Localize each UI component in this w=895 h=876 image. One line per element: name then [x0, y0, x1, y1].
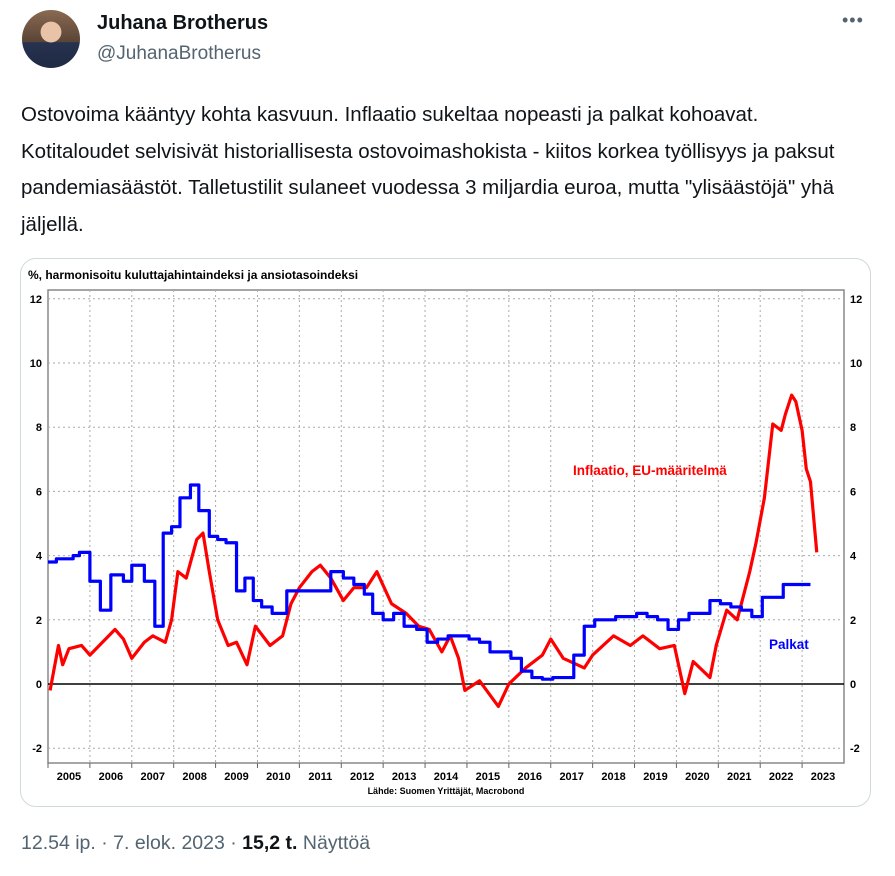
y-tick-label-left: 2	[36, 615, 42, 627]
separator: ·	[95, 832, 114, 854]
x-tick-label: 2016	[518, 771, 542, 783]
x-tick-label: 2011	[308, 771, 332, 783]
y-tick-label-right: 4	[850, 551, 857, 563]
x-tick-label: 2020	[685, 771, 709, 783]
x-tick-label: 2010	[266, 771, 290, 783]
x-tick-label: 2008	[182, 771, 206, 783]
views-count: 15,2 t.	[242, 832, 298, 854]
tweet-time[interactable]: 12.54 ip.	[21, 832, 96, 854]
x-tick-label: 2022	[769, 771, 793, 783]
wages-line	[48, 483, 811, 681]
y-tick-label-left: 8	[36, 422, 42, 434]
wages-label: Palkat	[769, 637, 809, 652]
x-tick-label: 2007	[140, 771, 164, 783]
x-tick-label: 2023	[811, 771, 835, 783]
y-tick-label-right: 12	[850, 294, 862, 306]
more-options-icon[interactable]: •••	[842, 10, 864, 30]
tweet-footer: 12.54 ip. · 7. elok. 2023 · 15,2 t. Näyt…	[21, 832, 370, 855]
author-handle[interactable]: @JuhanaBrotherus	[97, 43, 261, 64]
views-label: Näyttöä	[302, 832, 371, 854]
x-tick-label: 2013	[392, 771, 416, 783]
y-tick-label-right: 0	[850, 679, 856, 691]
x-tick-label: 2015	[476, 771, 500, 783]
y-tick-label-right: 6	[850, 486, 856, 498]
tweet-date[interactable]: 7. elok. 2023	[113, 832, 225, 854]
x-tick-label: 2017	[559, 771, 583, 783]
x-tick-label: 2006	[99, 771, 123, 783]
chart-image[interactable]: %, harmonisoitu kuluttajahintaindeksi ja…	[20, 258, 871, 807]
x-tick-label: 2009	[224, 771, 248, 783]
separator: ·	[224, 832, 243, 854]
author-name[interactable]: Juhana Brotherus	[97, 12, 269, 34]
x-tick-label: 2005	[57, 771, 81, 783]
y-tick-label-left: 6	[36, 486, 42, 498]
x-tick-label: 2019	[643, 771, 667, 783]
y-tick-label-right: 10	[850, 358, 862, 370]
x-tick-label: 2014	[434, 771, 459, 783]
x-tick-label: 2012	[350, 771, 374, 783]
chart-svg: %, harmonisoitu kuluttajahintaindeksi ja…	[28, 268, 862, 796]
inflation-label: Inflaatio, EU-määritelmä	[573, 463, 727, 478]
chart-title: %, harmonisoitu kuluttajahintaindeksi ja…	[28, 268, 358, 282]
chart-source: Lähde: Suomen Yrittäjät, Macrobond	[368, 786, 525, 796]
y-tick-label-left: 4	[36, 551, 43, 563]
y-tick-label-left: 10	[30, 358, 42, 370]
y-tick-label-right: 8	[850, 422, 856, 434]
plot-frame	[47, 289, 845, 764]
y-tick-label-right: 2	[850, 615, 856, 627]
x-tick-label: 2021	[727, 771, 751, 783]
inflation-line	[48, 393, 819, 709]
avatar[interactable]	[22, 10, 80, 68]
y-tick-label-right: -2	[850, 743, 860, 755]
x-tick-label: 2018	[601, 771, 625, 783]
tweet-text: Ostovoima kääntyy kohta kasvuun. Inflaat…	[21, 103, 835, 236]
y-tick-label-left: -2	[32, 743, 42, 755]
y-tick-label-left: 0	[36, 679, 42, 691]
y-tick-label-left: 12	[30, 294, 42, 306]
